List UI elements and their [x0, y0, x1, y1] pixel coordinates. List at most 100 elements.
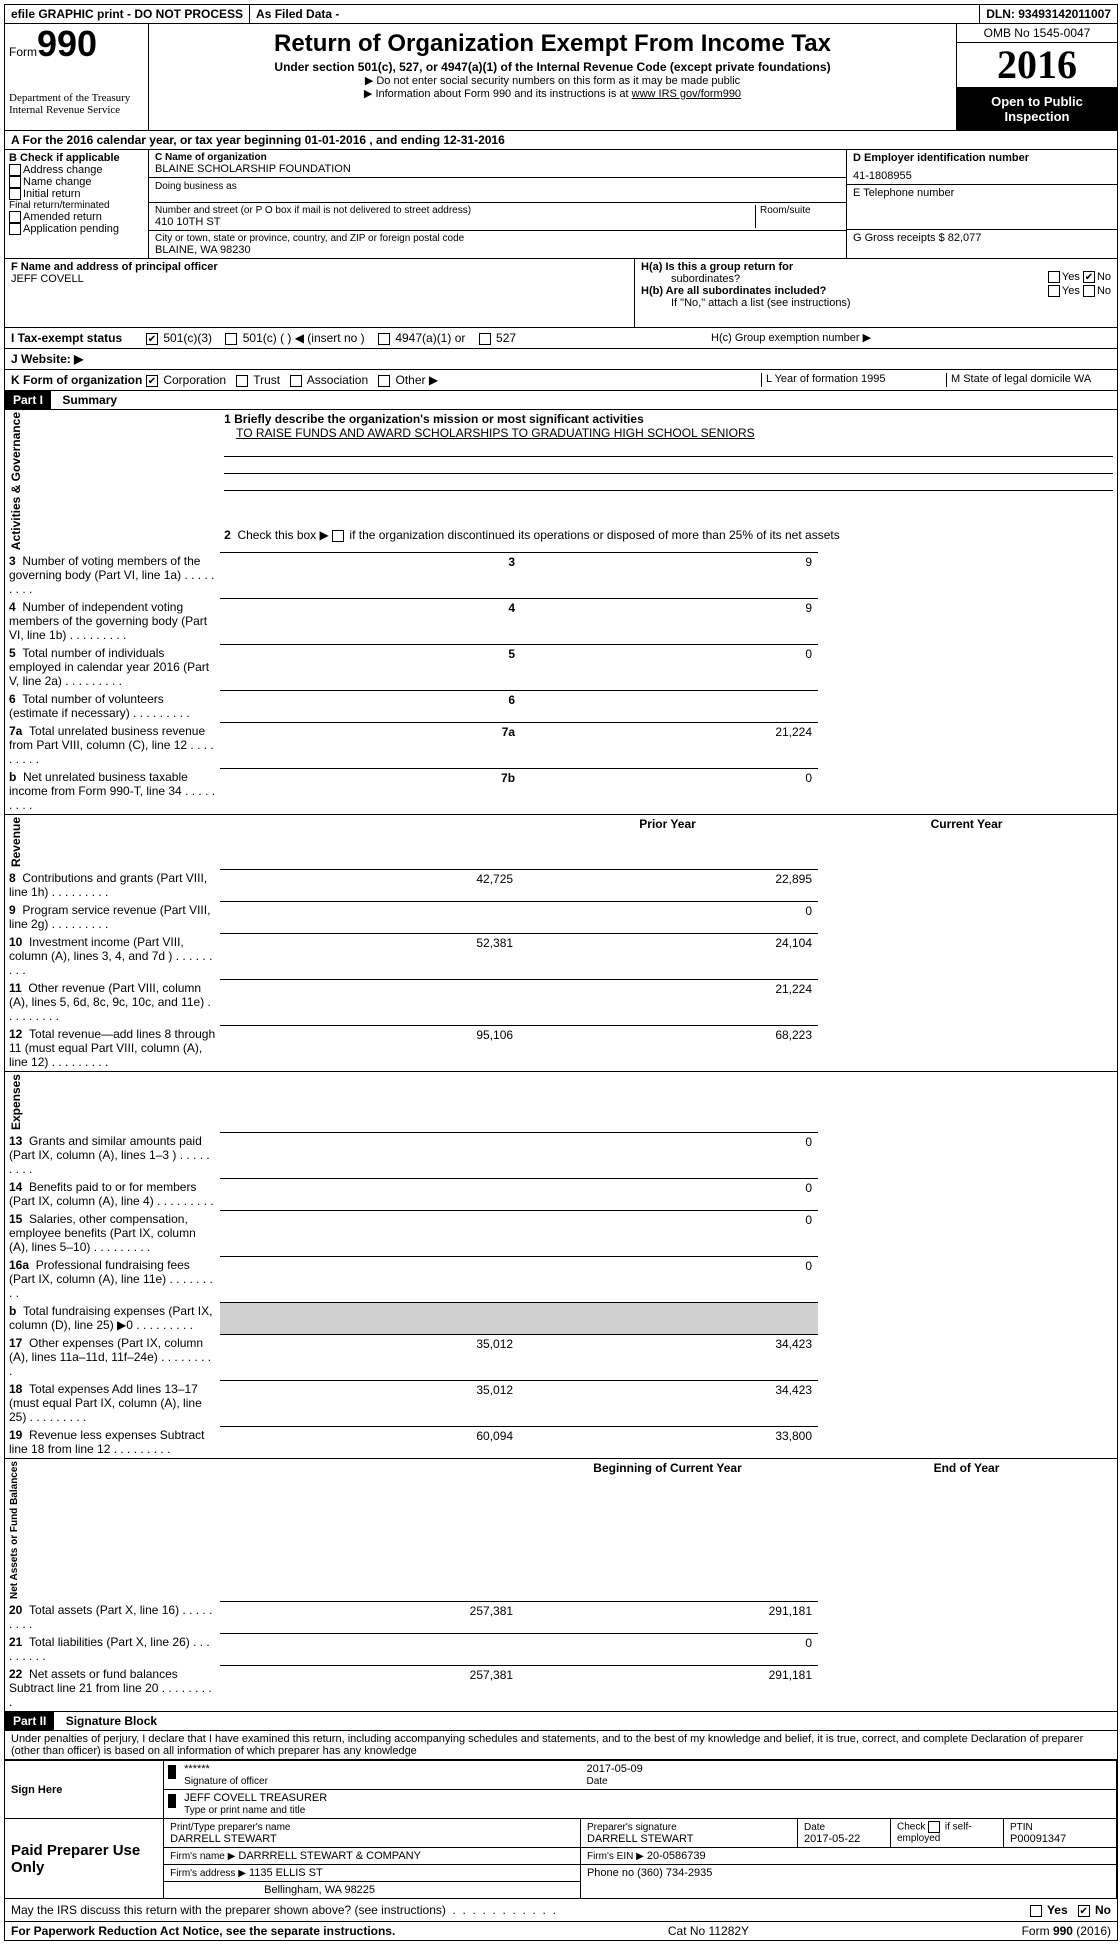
firm-city: Bellingham, WA 98225 [164, 1882, 581, 1899]
hdr-beg: Beginning of Current Year [519, 1459, 818, 1602]
footer: For Paperwork Reduction Act Notice, see … [5, 1922, 1117, 1940]
org-city: BLAINE, WA 98230 [155, 244, 840, 256]
ptin-label: PTIN [1010, 1822, 1033, 1833]
cb-name-change[interactable] [9, 176, 21, 188]
firm-addr: 1135 ELLIS ST [249, 1867, 323, 1879]
irs-link[interactable]: www IRS gov/form990 [632, 88, 741, 100]
table-row: 11 Other revenue (Part VIII, column (A),… [5, 979, 1117, 1025]
cb-self-employed[interactable] [928, 1821, 940, 1833]
lbl-assoc: Association [307, 373, 368, 387]
org-address: 410 10TH ST [155, 216, 755, 228]
cb-corp[interactable] [146, 375, 158, 387]
section-bcd: B Check if applicable Address change Nam… [5, 150, 1117, 259]
ha-sub: subordinates? [671, 273, 740, 285]
table-row: 22 Net assets or fund balances Subtract … [5, 1665, 1117, 1711]
cb-hb-no[interactable] [1083, 285, 1095, 297]
tax-year: 2016 [957, 43, 1117, 88]
note-info-pre: ▶ Information about Form 990 and its ins… [364, 88, 632, 100]
col-b: B Check if applicable Address change Nam… [5, 150, 149, 258]
arrow-icon [168, 1794, 176, 1808]
phone-label: E Telephone number [853, 187, 954, 199]
table-row: 21 Total liabilities (Part X, line 26) 0 [5, 1633, 1117, 1665]
lbl-irs-no: No [1095, 1903, 1111, 1917]
org-name-label: C Name of organization [155, 152, 840, 163]
hc-label: H(c) Group exemption number ▶ [711, 331, 1111, 345]
cb-amended[interactable] [9, 211, 21, 223]
table-row: 15 Salaries, other compensation, employe… [5, 1210, 1117, 1256]
table-row: 14 Benefits paid to or for members (Part… [5, 1178, 1117, 1210]
cb-assoc[interactable] [290, 375, 302, 387]
header-mid: Return of Organization Exempt From Incom… [149, 24, 956, 130]
cb-app-pending[interactable] [9, 223, 21, 235]
section-fh: F Name and address of principal officer … [5, 259, 1117, 328]
hdr-current: Current Year [818, 815, 1117, 870]
row-j: J Website: ▶ [5, 349, 1117, 370]
cb-other[interactable] [378, 375, 390, 387]
cb-irs-no[interactable] [1078, 1905, 1090, 1917]
prep-date: 2017-05-22 [804, 1833, 860, 1845]
firm-name-label: Firm's name ▶ [170, 1851, 235, 1862]
lbl-no2: No [1097, 285, 1111, 297]
officer-printed: JEFF COVELL TREASURER [184, 1792, 327, 1804]
form-number: 990 [37, 23, 97, 64]
dba-label: Doing business as [155, 181, 237, 192]
lbl-corp: Corporation [163, 373, 226, 387]
side-gov: Activities & Governance [9, 412, 23, 550]
arrow-icon [168, 1765, 176, 1779]
summary-table: Activities & Governance 1 Briefly descri… [5, 410, 1117, 1711]
lbl-app-pending: Application pending [23, 223, 119, 235]
col-f: F Name and address of principal officer … [5, 259, 635, 327]
cb-4947[interactable] [378, 333, 390, 345]
cb-hb-yes[interactable] [1048, 285, 1060, 297]
lbl-4947: 4947(a)(1) or [395, 331, 465, 345]
cb-ha-yes[interactable] [1048, 271, 1060, 283]
table-row: 5 Total number of individuals employed i… [5, 644, 1117, 690]
cb-501c[interactable] [225, 333, 237, 345]
cb-initial-return[interactable] [9, 188, 21, 200]
dln-label: DLN: 93493142011007 [980, 5, 1117, 23]
officer-name: JEFF COVELL [11, 273, 628, 285]
irs-label: Internal Revenue Service [9, 104, 144, 116]
header-row: Form990 Department of the Treasury Inter… [5, 24, 1117, 131]
ha-label: H(a) Is this a group return for [641, 261, 793, 273]
form-990-page: efile GRAPHIC print - DO NOT PROCESS As … [4, 4, 1118, 1941]
col-c: C Name of organization BLAINE SCHOLARSHI… [149, 150, 846, 258]
as-filed-label: As Filed Data - [250, 5, 980, 23]
lbl-other: Other ▶ [396, 373, 439, 387]
addr-label: Number and street (or P O box if mail is… [155, 205, 755, 216]
lbl-initial-return: Initial return [23, 188, 80, 200]
mission-text: TO RAISE FUNDS AND AWARD SCHOLARSHIPS TO… [236, 426, 1113, 440]
table-row: 18 Total expenses Add lines 13–17 (must … [5, 1380, 1117, 1426]
cb-527[interactable] [479, 333, 491, 345]
row-j-label: J Website: ▶ [11, 352, 146, 366]
line1-label: 1 Briefly describe the organization's mi… [224, 412, 1113, 426]
cb-discontinued[interactable] [332, 530, 344, 542]
cb-501c3[interactable] [146, 333, 158, 345]
note-ssn: ▶ Do not enter social security numbers o… [157, 74, 948, 87]
check-self-emp: Check if self-employed [891, 1819, 1004, 1847]
table-row: 3 Number of voting members of the govern… [5, 552, 1117, 598]
row-i: I Tax-exempt status 501(c)(3) 501(c) ( )… [5, 328, 1117, 349]
table-row: 12 Total revenue—add lines 8 through 11 … [5, 1025, 1117, 1072]
side-exp: Expenses [9, 1074, 23, 1130]
sig-date: 2017-05-09 [586, 1763, 642, 1775]
sig-date-label: Date [586, 1776, 607, 1787]
cb-address-change[interactable] [9, 164, 21, 176]
lbl-amended: Amended return [23, 211, 102, 223]
open-line1: Open to Public [991, 94, 1083, 109]
lbl-yes: Yes [1062, 271, 1080, 283]
row-k-label: K Form of organization [11, 373, 146, 387]
table-row: 19 Revenue less expenses Subtract line 1… [5, 1426, 1117, 1459]
prep-name: DARRELL STEWART [170, 1833, 277, 1845]
cb-ha-no[interactable] [1083, 271, 1095, 283]
cb-trust[interactable] [236, 375, 248, 387]
table-row: 7a Total unrelated business revenue from… [5, 722, 1117, 768]
table-row: 20 Total assets (Part X, line 16) 257,38… [5, 1601, 1117, 1633]
form-prefix: Form [9, 45, 37, 59]
table-row: 13 Grants and similar amounts paid (Part… [5, 1132, 1117, 1178]
side-rev: Revenue [9, 817, 23, 867]
cb-irs-yes[interactable] [1030, 1905, 1042, 1917]
sig-officer-label: Signature of officer [184, 1776, 268, 1787]
state-domicile: M State of legal domicile WA [946, 373, 1111, 387]
part-i-header: Part I Summary [5, 391, 1117, 410]
